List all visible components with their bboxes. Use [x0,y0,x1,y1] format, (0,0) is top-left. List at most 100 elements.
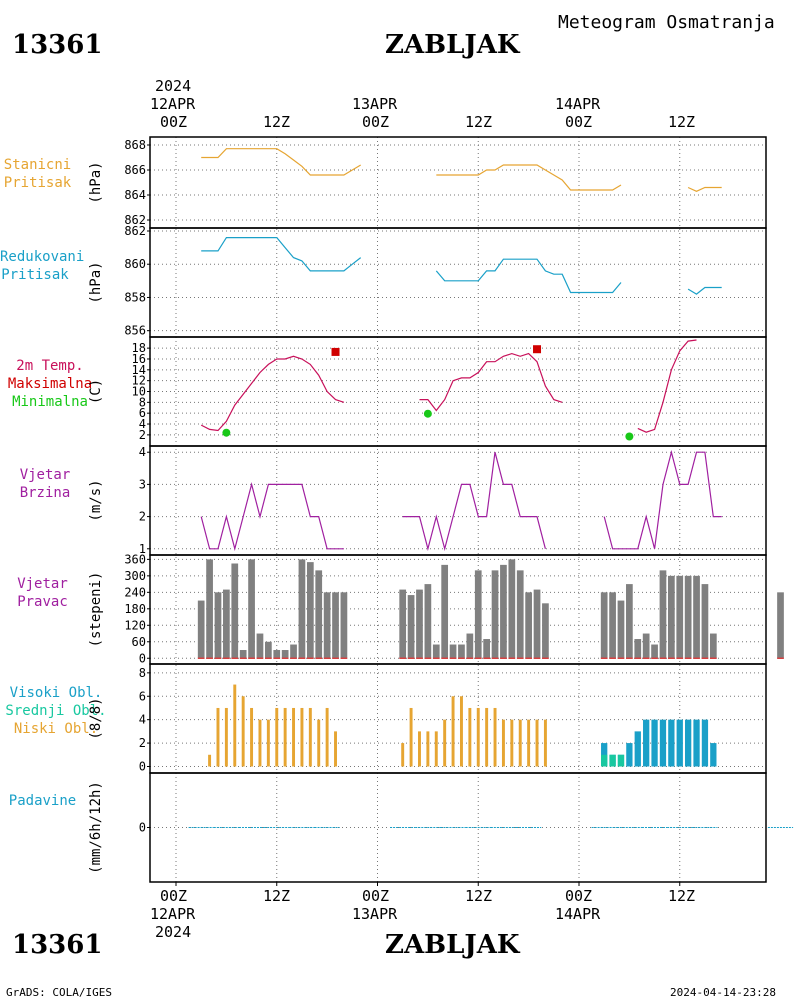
cloud-bar-high [651,719,658,767]
wind-direction-bar [281,650,289,659]
y-axis-unit-label: (hPa) [88,161,104,203]
wind-direction-bar [626,584,633,659]
y-tick-label: 120 [124,618,146,632]
wind-direction-bar [432,644,440,659]
y-tick-label: 1 [139,542,146,556]
bottom-tick-0: 00Z [160,887,188,905]
wind-direction-bar [399,589,407,659]
y-tick-label: 300 [124,569,146,583]
cloud-bar-low [485,707,489,767]
top-date-1: 12APR [150,95,196,113]
wind-direction-bar [449,644,457,659]
wind-direction-bar [491,570,499,659]
panel-frame [149,227,767,338]
cloud-bar-low [451,696,455,767]
cloud-bar-low [443,719,447,767]
cloud-bar-high [659,719,667,767]
wind-direction-bar [693,575,700,659]
wind-dir-label: Vjetar Pravac [0,575,85,611]
grads-credit: GrADS: COLA/IGES [6,986,112,999]
wind-direction-bar [483,639,491,659]
cloud-bar-high [693,719,700,767]
cloud-bar-low [418,731,421,767]
wind-direction-bar [441,564,449,659]
wind-direction-bar [542,603,549,659]
y-axis-unit-label: (stepeni) [88,572,104,648]
clouds-label-line2: Srednji Obl. [5,703,107,719]
wind-direction-bar [306,562,314,659]
cloud-bar-low [510,719,514,767]
sea-level-pressure-line [201,237,362,272]
wind-direction-bar [777,592,784,659]
pressure-label-line2: Pritisak [3,175,72,191]
footer-timestamp: 2024-04-14-23:28 [670,986,776,999]
wind-direction-bar [667,575,675,659]
wind-direction-bar [525,592,532,659]
wind-direction-bar [298,559,306,659]
y-tick-label: 60 [132,635,146,649]
top-tick-2: 00Z [362,113,390,131]
cloud-bar-low [334,731,337,767]
cloud-bar-high [701,719,709,767]
top-tick-4: 00Z [565,113,593,131]
temperature-line [200,355,345,432]
wind-direction-bar [609,592,616,659]
y-tick-label: 14 [132,363,146,377]
wind-direction-bar [466,633,474,659]
top-date-3: 14APR [555,95,601,113]
bottom-date-1: 12APR [150,905,196,923]
wind-direction-bar [231,563,239,659]
sea-pressure-label: Redukovani Pritisak [0,248,84,284]
cloud-bar-low [317,719,321,767]
temp-label-line3: Minimalna [12,394,88,410]
cloud-bar-low [535,719,539,767]
station-pressure-line [687,186,722,192]
wind-direction-bar [206,559,213,659]
cloud-bar-low [434,731,438,767]
wind-direction-bar [617,600,625,659]
wind-direction-bar [500,564,507,659]
y-tick-label: 2 [139,428,146,442]
y-tick-label: 858 [124,290,146,304]
wind-direction-bar [197,600,205,659]
wind-speed-label-line2: Brzina [19,485,71,501]
cloud-bar-low [543,719,547,767]
wind-speed-label-line1: Vjetar [19,467,71,483]
panel-frame [149,772,767,883]
wind-direction-bar [273,650,281,659]
wind-direction-bar [508,559,516,659]
y-tick-label: 0 [139,821,146,835]
top-tick-0: 00Z [160,113,188,131]
cloud-bar-high [676,719,683,767]
wind-direction-bar [248,559,255,659]
cloud-bar-low [300,707,304,767]
cloud-bar-high [684,719,692,767]
wind-direction-bar [223,589,230,659]
meteogram-subtitle: Meteogram Osmatranja [558,12,775,33]
max-temp-marker [331,347,340,356]
station-name-top: ZABLJAK [385,30,520,60]
min-temp-marker [625,432,634,441]
bottom-tick-1: 12Z [263,887,291,905]
temperature-label: 2m Temp. Maksimalna Minimalna [0,357,100,411]
grid-lines [150,137,766,882]
temp-label-line1: 2m Temp. [16,358,84,374]
wind-direction-bar [332,592,339,659]
wind-direction-bar [533,589,541,659]
y-tick-label: 4 [139,417,146,431]
precip-label: Padavine [0,792,85,810]
cloud-bar-low [459,696,463,767]
top-year-label: 2024 [155,77,192,95]
cloud-bar-low [292,707,296,767]
y-tick-label: 860 [124,257,146,271]
cloud-bar-low [468,707,472,767]
wind-direction-bar [458,644,465,659]
y-axis-unit-label: (8/8) [88,697,104,739]
y-tick-label: 2 [139,510,146,524]
cloud-bar-low [250,707,254,767]
cloud-bar-mid [609,754,616,767]
bottom-date-3: 14APR [555,905,601,923]
pressure-label-line1: Stanicni [3,157,72,173]
y-tick-label: 866 [124,163,146,177]
y-tick-label: 856 [124,324,146,338]
